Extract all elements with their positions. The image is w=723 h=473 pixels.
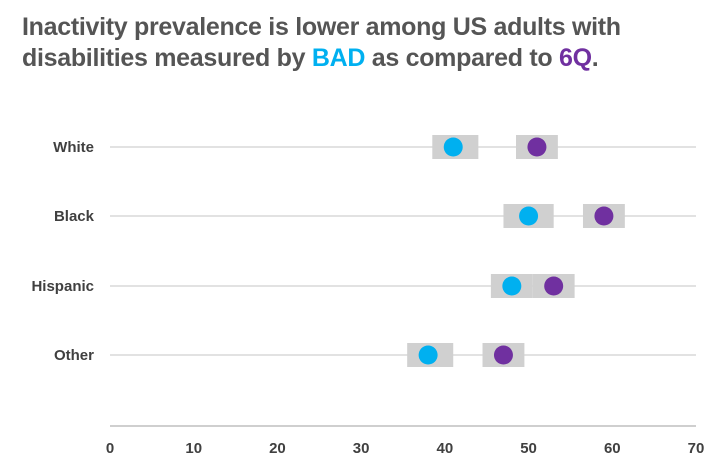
title-line-1: Inactivity prevalence is lower among US … (22, 13, 621, 41)
category-labels: White Black Hispanic Other (31, 139, 94, 364)
title-bad-label: BAD (311, 44, 366, 72)
point-bad-black (519, 206, 539, 226)
point-6q-hispanic (544, 276, 564, 296)
category-label-hispanic: Hispanic (31, 278, 94, 295)
x-tick-label-40: 40 (437, 440, 454, 457)
point-6q-black (594, 206, 614, 226)
category-label-white: White (53, 139, 94, 156)
confidence-interval-boxes (407, 135, 625, 367)
gridlines (110, 146, 696, 356)
chart-title: Inactivity prevalence is lower among US … (22, 12, 712, 74)
point-bad-hispanic (502, 276, 522, 296)
x-tick-label-10: 10 (185, 440, 202, 457)
title-line2-prefix: disabilities measured by (22, 44, 312, 72)
x-tick-label-0: 0 (106, 440, 114, 457)
title-line2-suffix: . (591, 44, 599, 72)
point-6q-white (527, 137, 547, 157)
title-line-2: disabilities measured by BAD as compared… (22, 43, 712, 74)
title-line2-middle: as compared to (365, 44, 559, 72)
point-bad-other (418, 345, 438, 365)
x-tick-label-70: 70 (688, 440, 705, 457)
point-6q-other (493, 345, 513, 365)
data-points (418, 137, 614, 365)
category-label-other: Other (54, 347, 94, 364)
title-6q-label: 6Q (558, 44, 592, 72)
point-bad-white (443, 137, 463, 157)
x-axis: 0 10 20 30 40 50 60 70 (106, 425, 705, 457)
category-label-black: Black (54, 208, 95, 225)
x-tick-label-20: 20 (269, 440, 286, 457)
x-tick-label-50: 50 (520, 440, 537, 457)
x-tick-label-30: 30 (353, 440, 370, 457)
x-tick-label-60: 60 (604, 440, 621, 457)
